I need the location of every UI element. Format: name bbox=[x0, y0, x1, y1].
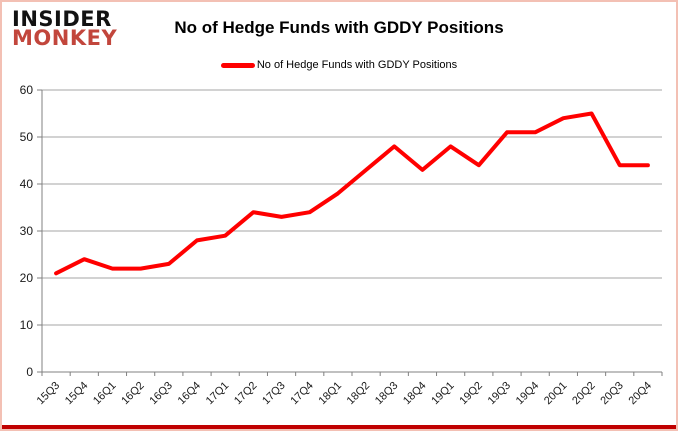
y-axis-label: 60 bbox=[20, 83, 34, 97]
x-axis-label: 17Q2 bbox=[232, 380, 260, 408]
logo-insider-text: INSIDER bbox=[12, 7, 112, 31]
x-axis-label: 19Q1 bbox=[429, 380, 457, 408]
x-axis-label: 19Q4 bbox=[514, 380, 542, 408]
insider-monkey-logo: INSIDER MONKEY bbox=[12, 7, 118, 51]
x-axis-label: 18Q4 bbox=[401, 380, 429, 408]
x-axis-label: 15Q3 bbox=[35, 380, 63, 408]
x-axis-label: 20Q4 bbox=[627, 380, 655, 408]
x-axis-label: 17Q3 bbox=[260, 380, 288, 408]
x-axis-label: 16Q3 bbox=[147, 380, 175, 408]
x-axis-label: 20Q1 bbox=[542, 380, 570, 408]
y-axis-label: 0 bbox=[26, 365, 33, 379]
x-axis-label: 18Q3 bbox=[373, 380, 401, 408]
legend-line-swatch-icon bbox=[220, 62, 255, 68]
x-axis-label: 20Q3 bbox=[598, 380, 626, 408]
chart-title: No of Hedge Funds with GDDY Positions bbox=[174, 18, 504, 37]
y-axis-label: 50 bbox=[20, 130, 34, 144]
x-axis-label: 17Q4 bbox=[288, 380, 316, 408]
y-axis-label: 10 bbox=[20, 318, 34, 332]
legend: No of Hedge Funds with GDDY Positions bbox=[2, 59, 676, 71]
x-axis-label: 18Q1 bbox=[317, 380, 345, 408]
x-axis-label: 20Q2 bbox=[570, 380, 598, 408]
x-axis-label: 16Q2 bbox=[119, 380, 147, 408]
logo-monkey-text: MONKEY bbox=[12, 26, 118, 51]
series-line bbox=[54, 111, 650, 276]
y-axis-label: 30 bbox=[20, 224, 34, 238]
x-axis-label: 16Q1 bbox=[91, 380, 119, 408]
x-axis-label: 17Q1 bbox=[204, 380, 232, 408]
x-axis-label: 15Q4 bbox=[63, 380, 91, 408]
y-axis-label: 40 bbox=[20, 177, 34, 191]
x-axis-label: 18Q2 bbox=[345, 380, 373, 408]
legend-label: No of Hedge Funds with GDDY Positions bbox=[256, 59, 458, 71]
bottom-red-bar bbox=[2, 425, 676, 429]
x-axis-label: 19Q3 bbox=[486, 380, 514, 408]
y-axis-label: 20 bbox=[20, 271, 34, 285]
x-axis-label: 16Q4 bbox=[176, 380, 204, 408]
x-axis-label: 19Q2 bbox=[457, 380, 485, 408]
